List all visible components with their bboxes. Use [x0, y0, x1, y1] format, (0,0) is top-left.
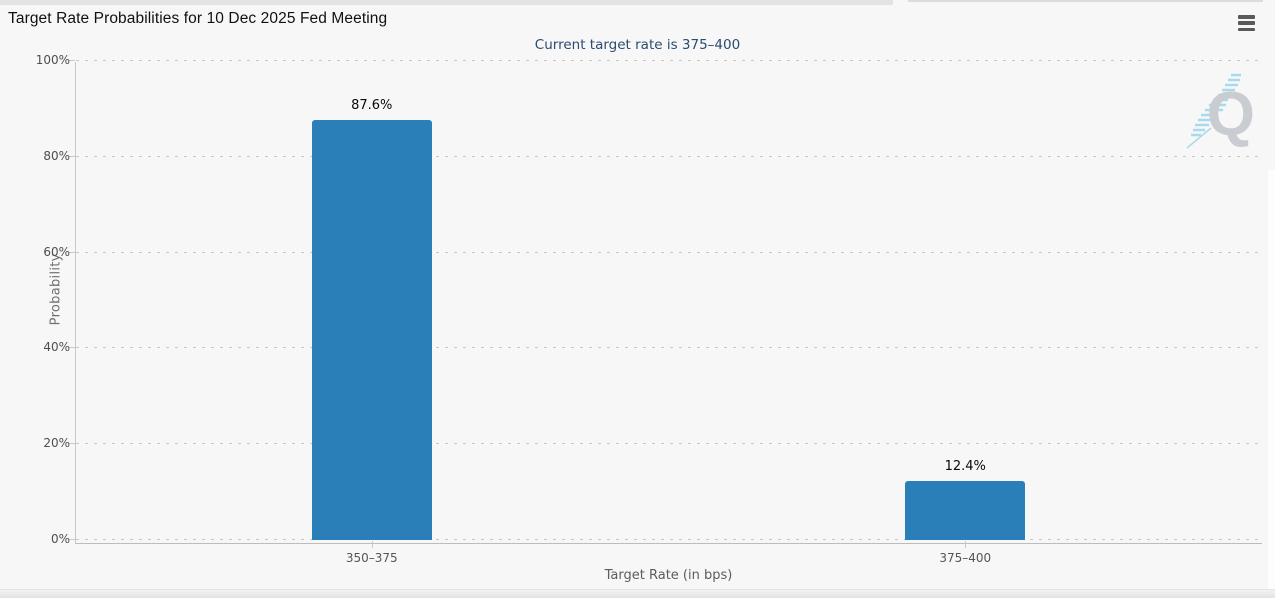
probability-bar-375–400[interactable] [905, 480, 1026, 540]
x-axis-line [75, 543, 1262, 544]
y-tick-mark [69, 251, 75, 253]
hamburger-icon [1238, 15, 1255, 19]
right-edge-strip [1268, 170, 1275, 590]
chart-menu-button[interactable] [1237, 14, 1257, 32]
gridline-60% [76, 251, 1262, 253]
plot-area: Probability 0% 20% 40% 60% 80% 100% 87.6% 350–3… [36, 53, 1263, 565]
hamburger-icon [1238, 27, 1255, 31]
y-axis-line [75, 62, 76, 543]
gridline-0% [76, 539, 1262, 540]
chart-subtitle: Current target rate is 375–400 [534, 37, 741, 53]
y-tick-label: 80% [43, 148, 70, 163]
y-tick-mark [69, 539, 75, 540]
x-tick-label: 350–375 [345, 551, 398, 565]
gridline-100% [76, 60, 1262, 61]
bar-slot-375–400: 12.4% 375–400 [669, 62, 1263, 565]
y-tick-mark [69, 155, 75, 157]
y-tick-mark [69, 60, 75, 61]
probability-bar-350–375[interactable] [311, 120, 432, 540]
gridline-20% [76, 443, 1262, 445]
chart-title: Target Rate Probabilities for 10 Dec 202… [8, 10, 388, 27]
y-tick-label: 60% [43, 244, 70, 259]
top-edge-strip-right [908, 0, 1263, 2]
hamburger-icon [1238, 21, 1255, 25]
bottom-edge-strip [0, 589, 1275, 598]
bar-slot-350–375: 87.6% 350–375 [75, 62, 669, 565]
x-tick-mark [965, 541, 967, 548]
gridline-40% [76, 347, 1262, 349]
y-tick-label: 100% [35, 53, 70, 67]
x-tick-mark [371, 541, 373, 548]
gridline-80% [76, 155, 1262, 157]
y-tick-mark [69, 347, 75, 349]
top-edge-strip-left [0, 0, 893, 5]
bar-value-label: 12.4% [944, 458, 986, 474]
bar-value-label: 87.6% [351, 98, 393, 114]
y-tick-label: 40% [43, 340, 70, 355]
x-axis-title: Target Rate (in bps) [604, 568, 733, 583]
y-axis-title: Probability [48, 252, 64, 325]
y-tick-mark [69, 443, 75, 445]
y-tick-label: 0% [50, 532, 70, 546]
y-tick-label: 20% [43, 436, 70, 451]
x-tick-label: 375–400 [939, 551, 992, 565]
